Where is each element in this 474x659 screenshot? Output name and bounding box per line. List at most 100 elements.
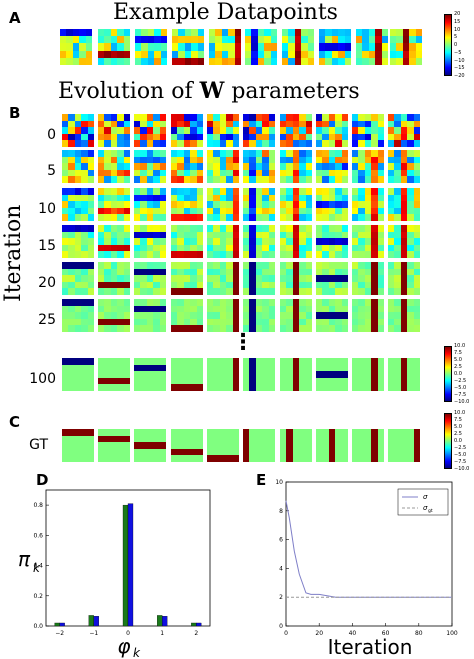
bar (54, 622, 60, 627)
legend-entry: σ (423, 504, 428, 512)
row-label-0: 0 (47, 127, 56, 143)
w-parameter-tile (62, 262, 94, 295)
w-parameter-tile (388, 114, 420, 147)
x-tick-label: 20 (315, 630, 323, 637)
w-parameter-tile (207, 299, 239, 332)
w-parameter-tile (280, 225, 312, 258)
example-datapoint-tile (319, 29, 351, 65)
y-tick-label: 0 (279, 623, 283, 630)
bar (127, 503, 134, 627)
w-parameter-tile (171, 299, 203, 332)
row-label-10: 10 (38, 201, 56, 217)
bar (122, 504, 129, 627)
y-tick-label: 0.2 (33, 593, 43, 600)
row-label-100: 100 (29, 371, 56, 387)
w-parameter-tile (207, 358, 239, 391)
colorbar-gt-tick: −2.5 (454, 445, 467, 451)
w-parameter-tile (171, 262, 203, 295)
w-parameter-tile (98, 262, 130, 295)
example-datapoint-tile (172, 29, 204, 65)
colorbar-gt-tick: −5.0 (454, 452, 467, 458)
w-parameter-tile (207, 188, 239, 221)
row-label-5: 5 (47, 163, 56, 179)
colorbar-datapoints-tick: 15 (454, 18, 461, 25)
w-parameter-tile (243, 262, 275, 295)
y-axis-label-subscript: k (33, 561, 41, 575)
ground-truth-tile (280, 429, 312, 462)
w-parameter-tile (134, 225, 166, 258)
w-parameter-tile (243, 150, 275, 183)
colorbar-datapoints-tick: 5 (454, 34, 458, 41)
example-datapoint-tile (245, 29, 277, 65)
panel-label-e: E (256, 471, 267, 489)
y-tick-label: 10 (275, 479, 283, 486)
w-parameter-tile (280, 299, 312, 332)
w-parameter-tile (98, 188, 130, 221)
w-parameter-tile (316, 188, 348, 221)
ground-truth-tile (207, 429, 239, 462)
x-tick-label: −2 (55, 630, 64, 637)
w-parameter-tile (243, 114, 275, 147)
evolution-title: Evolution of W parameters (58, 78, 360, 104)
w-parameter-tile (134, 299, 166, 332)
w-parameter-tile (352, 358, 384, 391)
ground-truth-tile (316, 429, 348, 462)
w-parameter-tile (62, 114, 94, 147)
colorbar-datapoints-tick: −15 (454, 65, 465, 72)
colorbar-gt: 10.0 7.5 5.0 2.5 0.0 −2.5 −5.0 −7.5 −10.0 (444, 410, 469, 472)
colorbar-datapoints-tick: 0 (454, 42, 458, 48)
ground-truth-tile (388, 429, 420, 462)
w-parameter-tile (171, 225, 203, 258)
plot-frame (285, 481, 453, 627)
w-parameter-tile (388, 225, 420, 258)
colorbar-w-tick: 0.0 (454, 371, 462, 377)
ground-truth-tile (243, 429, 275, 462)
w-parameter-tile (98, 299, 130, 332)
colorbar-datapoints-tick: −5 (454, 49, 462, 56)
w-parameter-tile (62, 299, 94, 332)
w-parameter-tile (243, 225, 275, 258)
x-tick-label: 80 (415, 630, 423, 637)
colorbar-datapoints: 20 15 10 5 0 −5 −10 −15 −20 (444, 11, 465, 79)
x-tick-label: 100 (446, 630, 458, 637)
w-parameter-tile (62, 150, 94, 183)
colorbar-w-tick: −5.0 (454, 385, 467, 391)
x-axis-label-subscript: k (133, 646, 141, 659)
w-parameter-tile (134, 150, 166, 183)
w-parameter-tile (171, 188, 203, 221)
w-parameter-tile (388, 150, 420, 183)
legend-box (397, 488, 449, 516)
w-parameter-tile (388, 262, 420, 295)
x-tick-label: 40 (349, 630, 357, 637)
colorbar-datapoints-gradient (444, 14, 452, 76)
w-parameter-tile (280, 150, 312, 183)
w-parameter-tile (207, 262, 239, 295)
colorbar-w-tick: −2.5 (454, 378, 467, 384)
panel-label-d: D (36, 471, 49, 489)
colorbar-gt-tick: 2.5 (454, 431, 462, 437)
w-parameter-tile (352, 262, 384, 295)
w-parameter-tile (280, 358, 312, 391)
y-tick-label: 4 (279, 565, 283, 572)
w-parameter-tile (134, 188, 166, 221)
w-parameter-tile (243, 299, 275, 332)
w-parameter-tile (171, 150, 203, 183)
row-label-15: 15 (38, 238, 56, 254)
w-parameter-tile (280, 114, 312, 147)
w-parameter-tile (316, 150, 348, 183)
panel-label-a: A (9, 9, 21, 27)
w-parameter-tile (388, 299, 420, 332)
ground-truth-tile (352, 429, 384, 462)
w-parameter-tile (171, 114, 203, 147)
w-parameter-tile (280, 262, 312, 295)
w-parameter-tile (243, 188, 275, 221)
example-datapoints-title: Example Datapoints (113, 0, 338, 25)
y-tick-label: 2 (279, 594, 283, 601)
x-tick-label: −1 (89, 630, 98, 637)
colorbar-datapoints-tick: 20 (454, 11, 461, 17)
w-parameter-tile (388, 188, 420, 221)
w-parameter-tile (98, 225, 130, 258)
example-datapoint-tile (135, 29, 167, 65)
colorbar-w-tick: 2.5 (454, 364, 462, 370)
y-tick-label: 0.4 (33, 563, 43, 570)
